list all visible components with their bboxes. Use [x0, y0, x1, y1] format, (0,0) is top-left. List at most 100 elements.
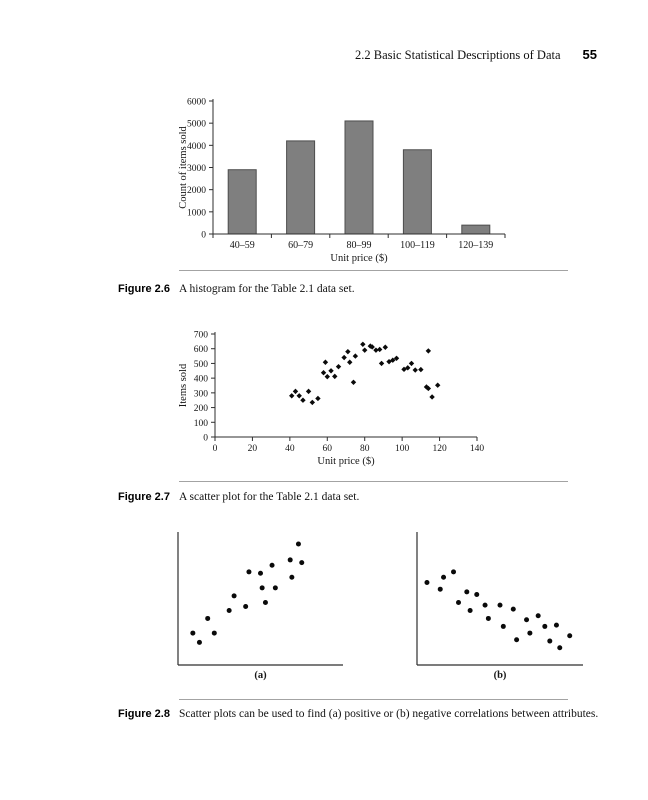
x-tick-label: 40: [285, 444, 295, 454]
scatter-point: [482, 602, 488, 608]
x-tick-label: 20: [248, 444, 258, 454]
scatter-point: [300, 397, 306, 403]
scatter-point: [335, 363, 342, 370]
x-axis-title: Unit price ($): [317, 456, 375, 467]
scatter-point: [553, 622, 559, 628]
y-tick-label: 700: [194, 331, 209, 341]
x-category-label: 60–79: [288, 240, 313, 251]
scatter-point: [500, 623, 506, 629]
scatter-point: [369, 344, 375, 350]
x-axis-title: Unit price ($): [330, 253, 388, 264]
scatter-point: [418, 366, 424, 373]
scatter-point: [464, 589, 470, 595]
scatter-point: [567, 633, 573, 639]
scatter-point: [424, 580, 430, 586]
x-category-label: 80–99: [347, 240, 372, 251]
section-heading: 2.2 Basic Statistical Descriptions of Da…: [355, 48, 561, 62]
scatter-point: [299, 560, 305, 566]
y-tick-label: 3000: [187, 164, 206, 174]
y-tick-label: 200: [194, 404, 209, 414]
scatter-point: [360, 341, 366, 347]
scatter-point: [262, 599, 268, 605]
scatter-point: [542, 623, 548, 629]
scatter-point: [350, 379, 357, 385]
y-axis-title: Items sold: [178, 363, 189, 407]
scatter-point: [231, 593, 237, 599]
scatter-point: [390, 357, 396, 363]
scatter-point: [305, 388, 312, 395]
scatter-point: [328, 368, 334, 374]
scatter-point: [435, 382, 441, 388]
subfigure-label: (b): [494, 670, 507, 681]
scatter-point: [352, 353, 359, 359]
scatter-point: [295, 541, 301, 547]
figure-2-7-caption-text: A scatter plot for the Table 2.1 data se…: [178, 491, 360, 503]
scatter-point: [425, 348, 432, 354]
scatter-point: [211, 630, 217, 636]
x-tick-label: 60: [323, 444, 333, 454]
y-tick-label: 6000: [187, 98, 206, 108]
scatter-point: [292, 388, 299, 395]
scatter-point: [259, 585, 265, 591]
page-number: 55: [582, 47, 597, 62]
subfigure-label: (a): [254, 670, 267, 681]
scatter-point: [557, 645, 563, 651]
x-tick-label: 80: [360, 444, 370, 454]
x-category-label: 40–59: [230, 240, 255, 251]
figure-2-8-caption-text: Scatter plots can be used to find (a) po…: [178, 708, 599, 720]
scatter-point: [324, 373, 330, 380]
scatter-point: [437, 586, 443, 592]
page-header: 2.2 Basic Statistical Descriptions of Da…: [355, 47, 597, 63]
scatter-point: [332, 373, 338, 380]
x-category-label: 120–139: [458, 240, 493, 251]
scatter-negative-correlation-chart: (b): [416, 532, 583, 681]
x-tick-label: 0: [213, 444, 218, 454]
scatter-point: [547, 638, 553, 644]
caption-rule: [179, 481, 568, 482]
histogram-chart: 0 1000 2000 3000 4000 5000 6000 40–59 60–79 80–99…: [178, 98, 506, 264]
scatter-point: [289, 393, 295, 399]
caption-rule: [179, 699, 568, 700]
scatter-point: [296, 393, 302, 399]
figure-2-6-caption-text: A histogram for the Table 2.1 data set.: [178, 283, 355, 295]
y-tick-label: 2000: [187, 186, 206, 196]
scatter-point: [425, 385, 432, 392]
scatter-point: [287, 557, 293, 563]
y-tick-label: 400: [194, 375, 209, 385]
scatter-point: [451, 569, 457, 575]
scatter-point: [243, 603, 249, 609]
scatter-point: [378, 360, 385, 367]
scatter-point: [289, 574, 295, 580]
histogram-bar: [402, 149, 432, 235]
scatter-point: [196, 639, 202, 645]
scatter-point: [272, 585, 278, 591]
scatter-point: [510, 606, 516, 612]
figure-2-6-label: Figure 2.6: [118, 283, 170, 295]
histogram-bar: [227, 169, 257, 235]
figure-2-7-label: Figure 2.7: [118, 491, 170, 503]
y-tick-label: 0: [203, 434, 208, 444]
scatter-point: [205, 615, 211, 621]
y-tick-label: 0: [201, 231, 206, 241]
scatter-point: [376, 346, 383, 353]
scatter-point: [320, 369, 327, 376]
scatter-point: [347, 359, 353, 365]
y-tick-label: 600: [194, 345, 209, 355]
figure-2-7-caption: Figure 2.7 A scatter plot for the Table 2…: [118, 487, 359, 505]
histogram-bar: [461, 224, 491, 235]
scatter-point: [408, 360, 415, 367]
scatter-point: [345, 348, 351, 355]
scatter-point: [322, 359, 329, 365]
figure-2-8-caption: Figure 2.8 Scatter plots can be used to f…: [118, 704, 598, 722]
figure-2-8-label: Figure 2.8: [118, 708, 170, 720]
x-tick-label: 120: [432, 444, 447, 454]
scatter-point: [467, 607, 473, 613]
y-tick-label: 100: [194, 419, 209, 429]
scatter-point: [190, 630, 196, 636]
histogram-bar: [286, 140, 316, 235]
scatter-point: [341, 354, 347, 361]
scatter-point: [474, 592, 480, 598]
x-tick-label: 140: [470, 444, 485, 454]
scatter-point: [258, 570, 263, 576]
scatter-point: [393, 355, 400, 361]
